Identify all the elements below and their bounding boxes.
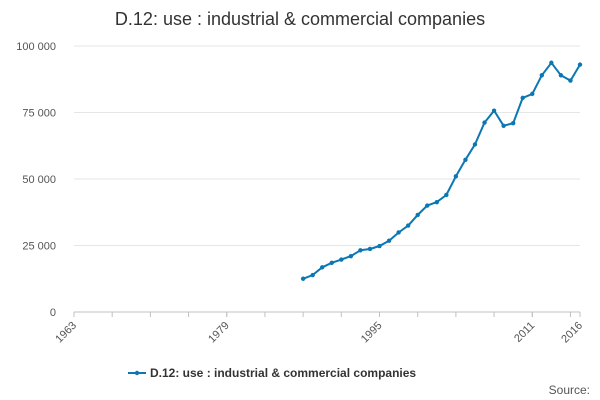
gridlines — [74, 45, 580, 313]
x-tick-label: 2011 — [512, 320, 537, 345]
data-point[interactable] — [444, 192, 449, 198]
data-point[interactable] — [549, 60, 554, 65]
data-point[interactable] — [539, 73, 545, 78]
data-point[interactable] — [463, 157, 468, 163]
y-tick-label: 50 000 — [22, 174, 56, 186]
data-point[interactable] — [577, 62, 583, 67]
data-point[interactable] — [367, 246, 373, 252]
series-layer — [300, 60, 583, 281]
x-axis: 1963 1979 1995 2011 2016 — [53, 311, 585, 346]
data-point[interactable] — [300, 276, 306, 281]
series-line — [302, 61, 581, 280]
x-tick-label: 2016 — [559, 320, 585, 346]
data-point[interactable] — [329, 260, 334, 265]
data-point[interactable] — [530, 91, 535, 97]
y-tick-label: 75 000 — [22, 108, 56, 120]
y-axis: 0 25 000 50 000 75 000 100 000 — [16, 41, 56, 319]
chart-title: D.12: use : industrial & commercial comp… — [115, 9, 485, 29]
data-point[interactable] — [310, 272, 315, 278]
y-tick-label: 25 000 — [22, 241, 56, 253]
data-point[interactable] — [472, 142, 478, 147]
data-point[interactable] — [377, 243, 382, 249]
source-label[interactable]: Source: — [549, 383, 590, 397]
x-tick-label: 1995 — [359, 320, 385, 346]
legend[interactable]: D.12: use : industrial & commercial comp… — [128, 366, 416, 380]
legend-marker — [134, 370, 140, 376]
y-tick-label: 100 000 — [16, 41, 56, 53]
data-point[interactable] — [396, 230, 401, 235]
data-point[interactable] — [482, 120, 487, 125]
data-point[interactable] — [339, 257, 344, 262]
data-point[interactable] — [434, 199, 439, 205]
data-point[interactable] — [558, 73, 564, 78]
data-point[interactable] — [386, 238, 392, 243]
data-point[interactable] — [568, 78, 573, 83]
data-point[interactable] — [520, 95, 525, 101]
data-point[interactable] — [415, 212, 420, 218]
data-point[interactable] — [491, 108, 497, 113]
data-point[interactable] — [405, 223, 411, 228]
data-point[interactable] — [358, 248, 363, 253]
x-tick-label: 1979 — [206, 320, 232, 346]
legend-label: D.12: use : industrial & commercial comp… — [150, 366, 416, 380]
y-tick-label: 0 — [50, 307, 56, 319]
data-point[interactable] — [510, 120, 516, 126]
data-point[interactable] — [348, 253, 354, 259]
data-point[interactable] — [425, 203, 430, 208]
x-tick-label: 1963 — [53, 320, 79, 346]
data-point[interactable] — [501, 123, 506, 128]
data-point[interactable] — [453, 174, 459, 179]
data-point[interactable] — [320, 265, 325, 270]
